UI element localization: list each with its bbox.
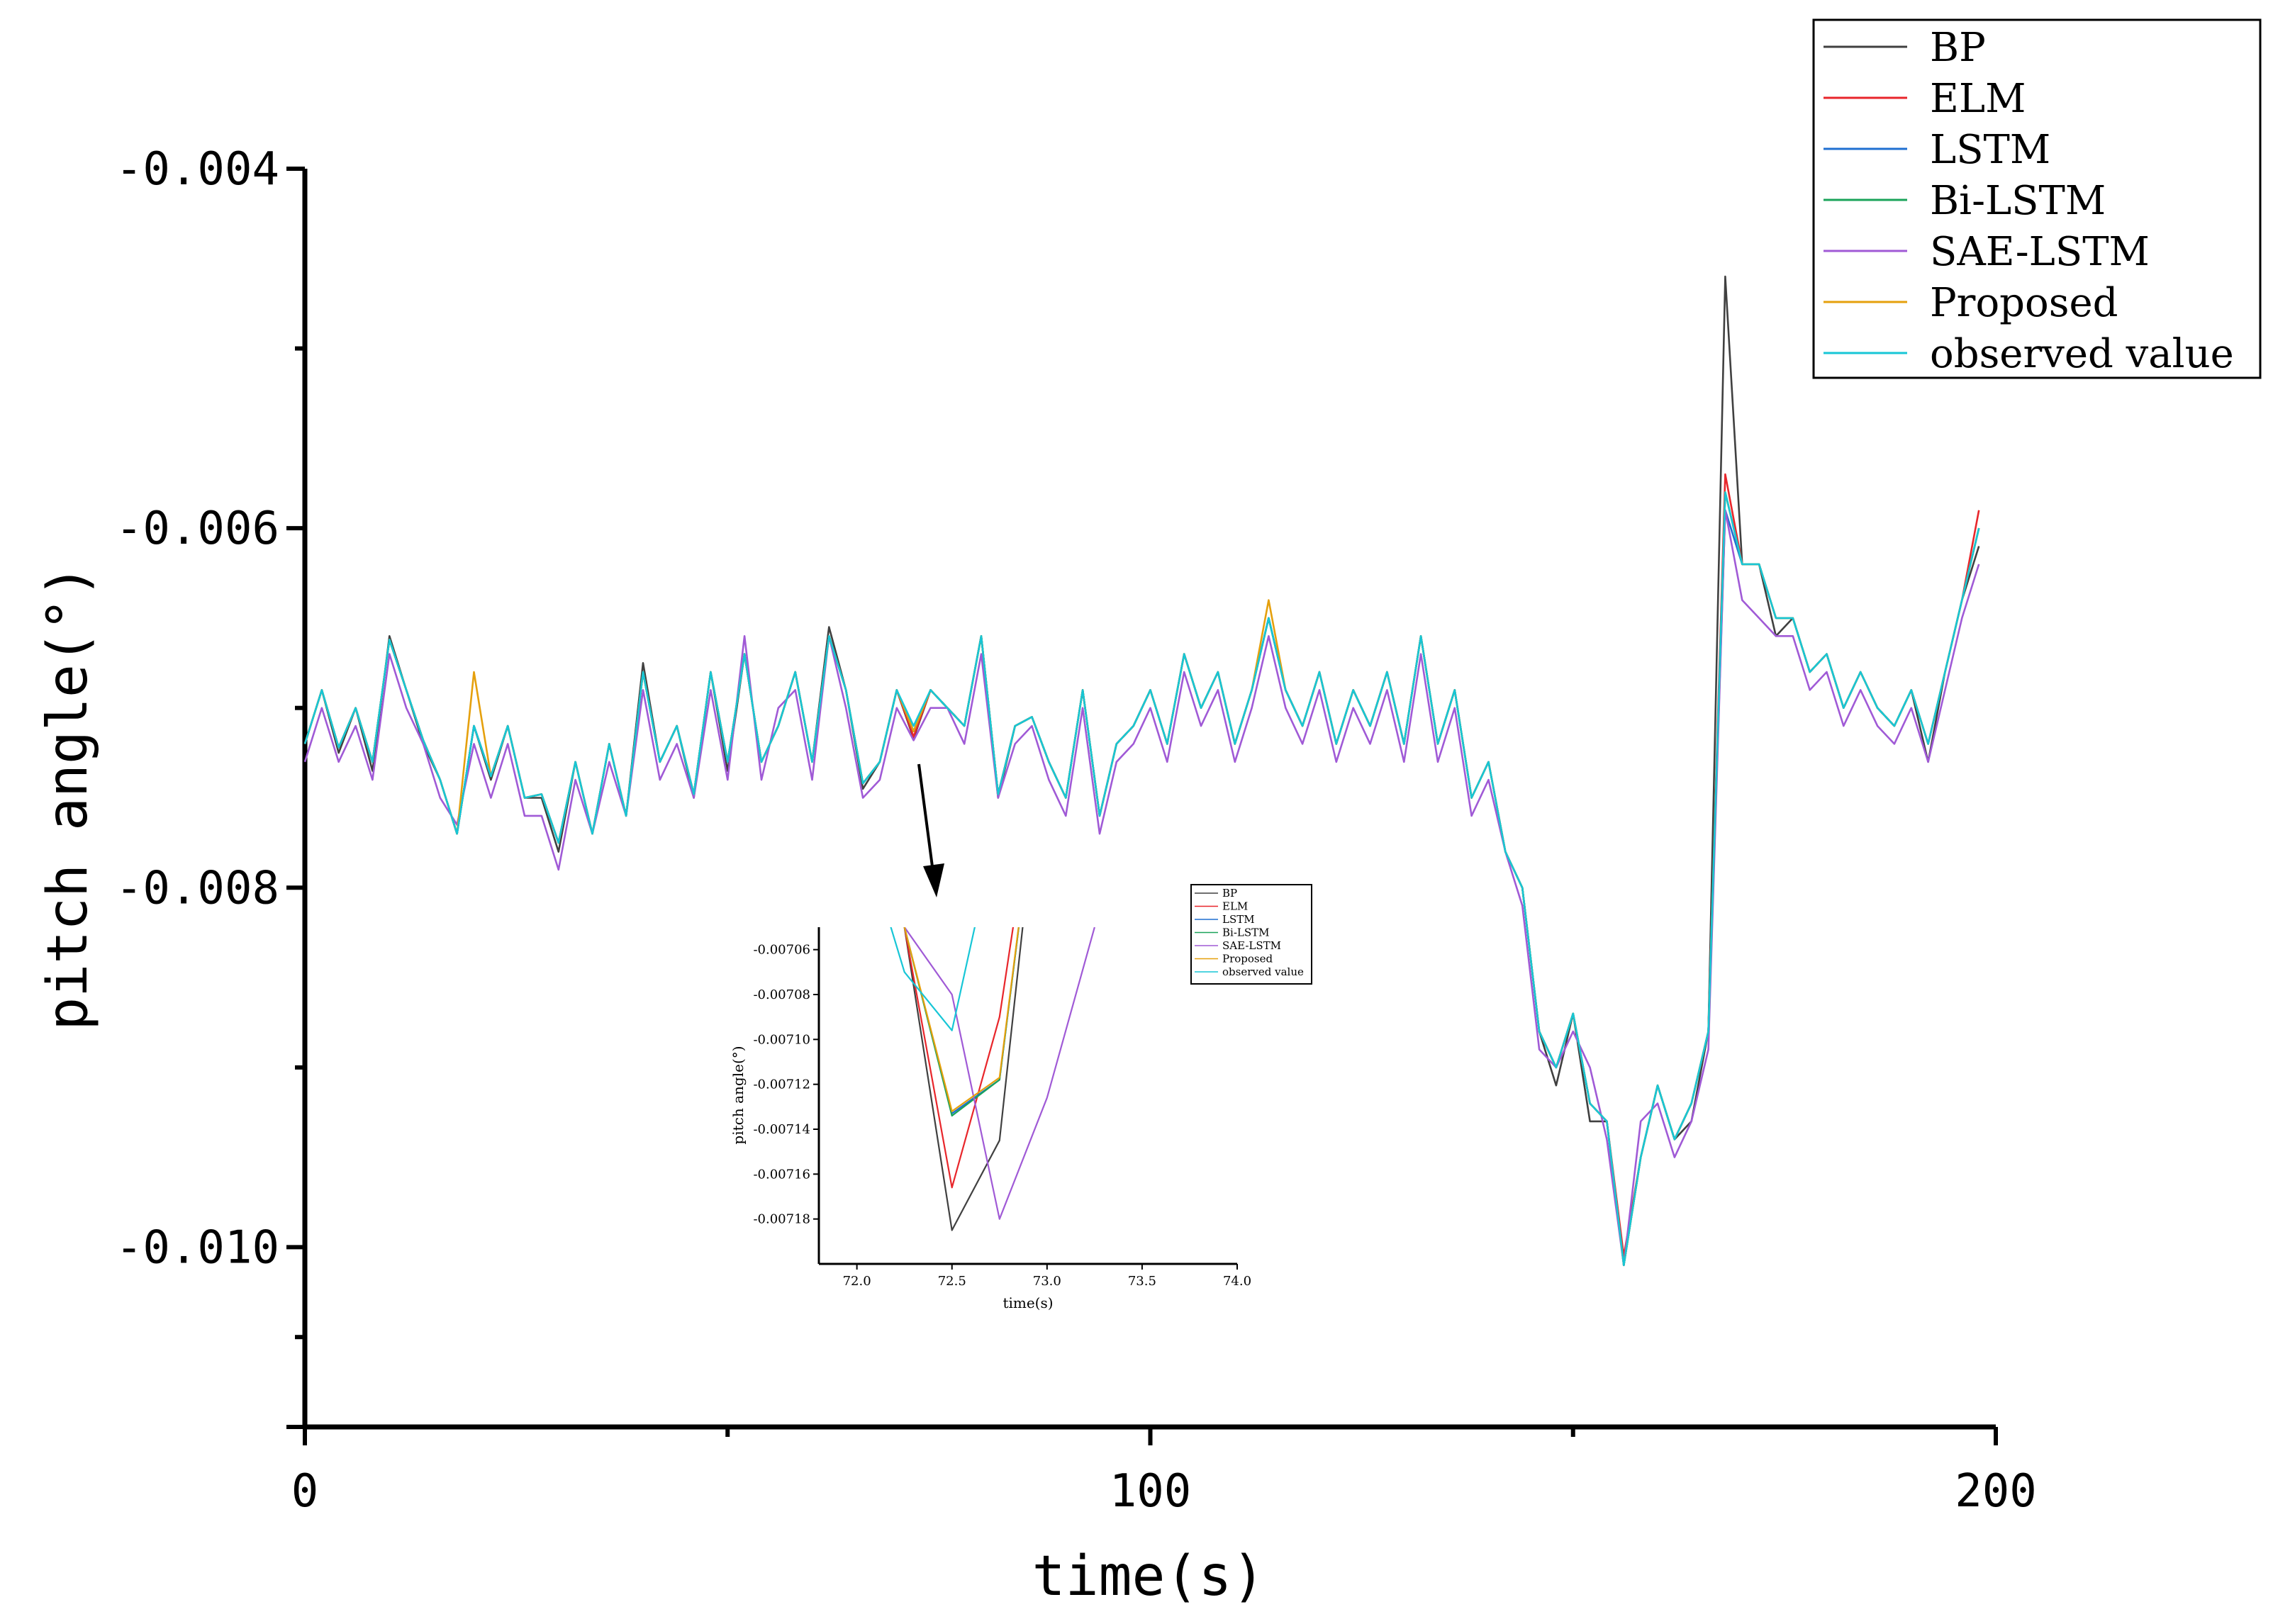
series-line-lstm xyxy=(303,509,1980,1267)
legend-label: observed value xyxy=(1930,331,2234,377)
inset-series-line-bp xyxy=(903,927,1024,1231)
inset-x-tick-label: 73.5 xyxy=(1128,1274,1156,1289)
inset-x-tick-label: 74.0 xyxy=(1223,1274,1251,1289)
inset-x-axis-title: time(s) xyxy=(1003,1294,1053,1311)
inset-x-tick-label: 72.0 xyxy=(843,1274,871,1289)
inset-series-line-bi-lstm xyxy=(903,927,1020,1117)
inset-series-line-sae-lstm xyxy=(903,927,1095,1220)
series-line-bp xyxy=(303,275,1980,1267)
inset-y-tick-label: -0.00716 xyxy=(753,1167,810,1182)
legend-label: Bi-LSTM xyxy=(1930,178,2106,224)
series-line-proposed xyxy=(303,491,1980,1267)
inset-legend-label: Bi-LSTM xyxy=(1222,926,1270,939)
inset-legend-label: ELM xyxy=(1222,900,1248,913)
inset-legend-label: observed value xyxy=(1222,965,1304,978)
inset-x-tick-label: 72.5 xyxy=(938,1274,966,1289)
inset-legend-box xyxy=(1190,884,1312,985)
legend-label: ELM xyxy=(1930,76,2026,122)
inset-legend-label: SAE-LSTM xyxy=(1222,939,1281,952)
inset-legend-label: Proposed xyxy=(1222,953,1273,965)
main-axes xyxy=(302,169,1996,1430)
series-line-elm xyxy=(303,473,1980,1258)
inset-chart: -0.00706 -0.00708 -0.00710 -0.00712 -0.00714… xyxy=(730,884,1312,1311)
x-axis-title: time(s) xyxy=(1032,1545,1266,1608)
inset-series-line-lstm xyxy=(903,927,1020,1114)
inset-x-tick-label: 73.0 xyxy=(1033,1274,1061,1289)
inset-x-ticks: 72.0 72.5 73.0 73.5 74.0 xyxy=(843,1264,1251,1289)
inset-y-tick-label: -0.00708 xyxy=(753,987,810,1002)
series-line-observed-value xyxy=(303,491,1980,1267)
legend-items: BP ELM LSTM Bi-LSTM SAE-LSTM Proposed observed… xyxy=(1824,25,2234,377)
inset-legend-label: LSTM xyxy=(1222,913,1255,926)
series-line-sae-lstm xyxy=(303,509,1980,1267)
y-tick-label: -0.006 xyxy=(116,503,279,555)
x-tick-label: 200 xyxy=(1955,1465,2037,1518)
inset-series-line-observed-value xyxy=(890,927,976,1031)
inset-series-line-proposed xyxy=(903,927,1020,1112)
series-lines xyxy=(303,275,1980,1267)
inset-y-tick-label: -0.00706 xyxy=(753,943,810,958)
inset-legend: BPELMLSTMBi-LSTMSAE-LSTMProposedobserved… xyxy=(1190,884,1312,985)
inset-series-line-elm xyxy=(903,927,1015,1189)
legend-label: BP xyxy=(1930,25,1986,71)
y-axis-title: pitch angle(°) xyxy=(36,564,100,1030)
legend-label: SAE-LSTM xyxy=(1930,229,2150,275)
inset-y-tick-label: -0.00714 xyxy=(753,1122,810,1137)
legend-label: LSTM xyxy=(1930,127,2050,173)
inset-legend-label: BP xyxy=(1222,887,1237,900)
zoom-arrow xyxy=(917,763,944,897)
series-line-bi-lstm xyxy=(303,491,1980,1267)
inset-y-tick-label: -0.00710 xyxy=(753,1032,810,1047)
inset-y-axis-title: pitch angle(°) xyxy=(730,1046,747,1144)
zoom-arrow-head xyxy=(923,863,944,897)
y-tick-label: -0.010 xyxy=(116,1221,279,1274)
x-tick-label: 100 xyxy=(1110,1465,1192,1518)
inset-y-tick-label: -0.00712 xyxy=(753,1077,810,1092)
y-tick-label: -0.008 xyxy=(116,862,279,914)
y-tick-label: -0.004 xyxy=(116,143,279,196)
legend: BP ELM LSTM Bi-LSTM SAE-LSTM Proposed observed… xyxy=(1812,18,2262,379)
x-tick-label: 0 xyxy=(291,1465,319,1518)
inset-series-lines xyxy=(890,927,1095,1231)
x-ticks: 0 100 200 xyxy=(291,1427,2037,1518)
y-ticks: -0.004 -0.006 -0.008 -0.010 xyxy=(116,143,305,1429)
legend-label: Proposed xyxy=(1930,280,2118,326)
inset-legend-items: BPELMLSTMBi-LSTMSAE-LSTMProposedobserved… xyxy=(1195,887,1304,978)
inset-y-ticks: -0.00706 -0.00708 -0.00710 -0.00712 -0.00714… xyxy=(753,943,819,1227)
inset-y-tick-label: -0.00718 xyxy=(753,1212,810,1227)
zoom-arrow-shaft xyxy=(917,763,934,873)
